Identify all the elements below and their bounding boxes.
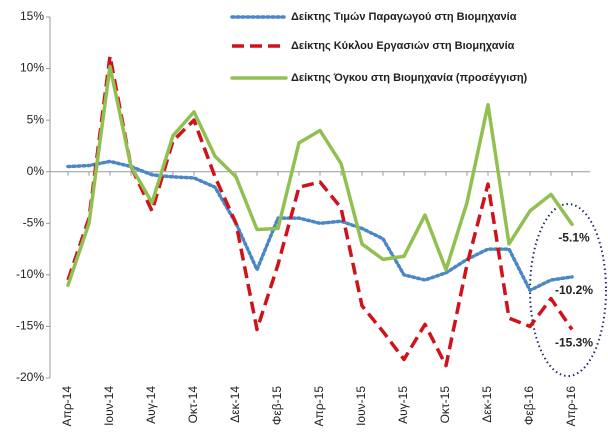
y-tick-label: -5% — [23, 215, 45, 229]
x-tick-label: Δεκ-14 — [228, 386, 242, 423]
series-line — [66, 64, 574, 287]
x-tick-label: Ιουν-14 — [102, 386, 116, 426]
series-line — [66, 54, 574, 368]
y-tick-label: 0% — [27, 164, 45, 178]
x-tick-label: Απρ-15 — [312, 386, 326, 427]
legend-label: Δείκτης Όγκου στη Βιομηχανία (προσέγγιση… — [291, 72, 528, 84]
y-tick-label: 15% — [20, 9, 44, 23]
x-tick-label: Απρ-16 — [564, 386, 578, 427]
x-tick-label: Ιουν-15 — [354, 386, 368, 426]
series-line — [66, 159, 574, 293]
highlight-ellipse — [529, 203, 607, 377]
x-tick-label: Φεβ-16 — [522, 386, 536, 425]
y-tick-label: -20% — [16, 370, 44, 384]
legend-label: Δείκτης Τιμών Παραγωγού στη Βιομηχανία — [291, 11, 517, 23]
x-tick-label: Αυγ-14 — [144, 386, 158, 424]
y-tick-label: -10% — [16, 267, 44, 281]
data-label: -10.2% — [555, 283, 593, 297]
x-tick-label: Οκτ-15 — [438, 386, 452, 424]
legend-label: Δείκτης Κύκλου Εργασιών στη Βιομηχανία — [291, 40, 515, 52]
x-tick-label: Απρ-14 — [60, 386, 74, 427]
x-tick-label: Δεκ-15 — [480, 386, 494, 423]
y-tick-label: 5% — [27, 112, 45, 126]
data-label: -5.1% — [558, 230, 590, 244]
y-tick-label: 10% — [20, 61, 44, 75]
x-tick-label: Αυγ-15 — [396, 386, 410, 424]
data-label: -15.3% — [555, 336, 593, 350]
x-tick-label: Φεβ-15 — [270, 386, 284, 425]
x-tick-label: Οκτ-14 — [186, 386, 200, 424]
y-tick-label: -15% — [16, 319, 44, 333]
